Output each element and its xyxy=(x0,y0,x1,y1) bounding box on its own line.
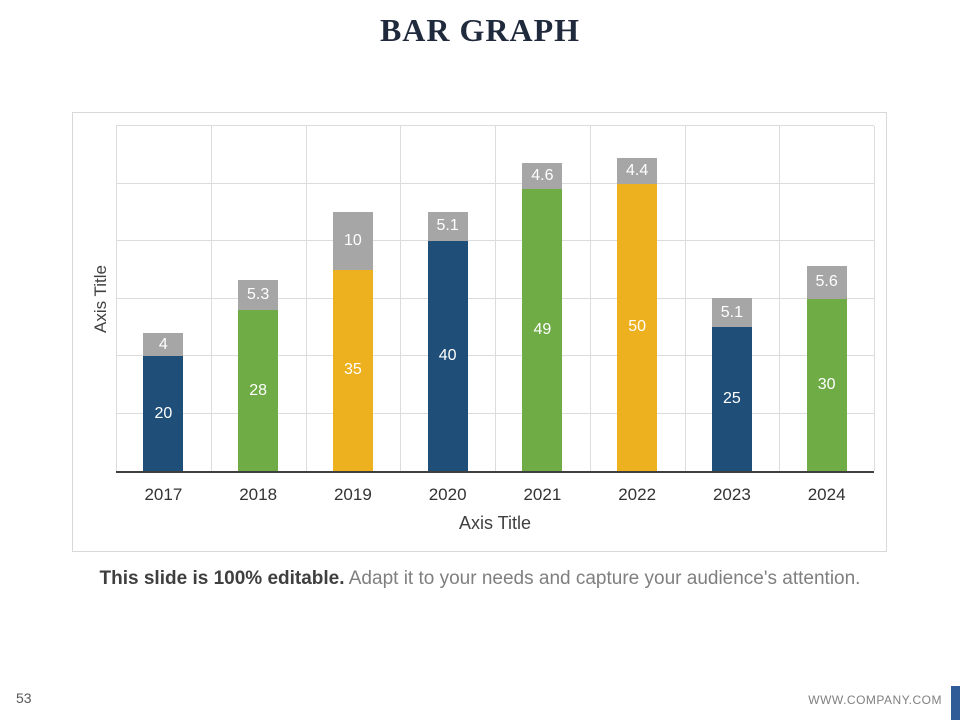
bar-segment-cap: 4.4 xyxy=(617,158,658,184)
accent-strip xyxy=(951,686,960,720)
gridline-vertical xyxy=(210,126,212,471)
stacked-bar: 10 35 xyxy=(332,126,373,471)
category-label: 2019 xyxy=(333,485,372,504)
bar-segment-base: 35 xyxy=(332,269,373,471)
bar-value-label: 40 xyxy=(438,347,457,364)
gridline-vertical xyxy=(495,126,496,471)
bar-slot: 4.6 49 xyxy=(495,126,590,471)
bar-segment-cap: 5.3 xyxy=(238,279,279,310)
stacked-bar: 4.6 49 xyxy=(522,126,563,471)
bar-segment-base: 49 xyxy=(522,189,563,471)
bar-segment-base: 50 xyxy=(617,183,658,471)
gridline-vertical xyxy=(779,126,781,471)
bar-value-label: 35 xyxy=(343,361,362,379)
chart-frame: Axis Title 4 20 5.3 28 10 35 5.1 40 4.6 49 4.4 50 5.… xyxy=(72,112,887,552)
category-label: 2017 xyxy=(144,485,183,504)
category-label: 2021 xyxy=(523,485,562,504)
bar-segment-base: 30 xyxy=(806,298,847,471)
bar-slot: 5.6 30 xyxy=(779,126,874,471)
website-url: WWW.COMPANY.COM xyxy=(808,693,942,707)
stacked-bar: 4.4 50 xyxy=(617,126,658,471)
gridline-vertical xyxy=(400,126,402,471)
bar-slot: 4 20 xyxy=(116,126,211,471)
bar-segment-cap: 4 xyxy=(143,333,184,356)
bar-segment-cap: 4.6 xyxy=(522,162,563,190)
bar-segment-cap: 5.1 xyxy=(427,211,468,241)
x-axis-labels: 2017 2018 2019 2020 2021 2022 2023 2024 xyxy=(116,485,874,509)
gridline-vertical xyxy=(874,126,875,471)
caption-rest: Adapt it to your needs and capture your … xyxy=(344,568,861,589)
category-label: 2022 xyxy=(618,485,657,504)
bar-value-label: 4 xyxy=(158,335,168,353)
stacked-bar: 5.1 40 xyxy=(427,126,468,471)
bar-value-label: 10 xyxy=(343,232,362,249)
plot-area: 4 20 5.3 28 10 35 5.1 40 4.6 49 4.4 50 5.1 25 5.6 30 xyxy=(116,125,875,473)
gridline-vertical xyxy=(684,126,686,471)
stacked-bar: 5.3 28 xyxy=(238,126,279,471)
y-axis-title: Axis Title xyxy=(91,264,110,334)
x-axis-title: Axis Title xyxy=(458,513,532,533)
stacked-bar: 5.6 30 xyxy=(806,126,847,471)
bar-value-label: 4.6 xyxy=(531,167,554,185)
bar-value-label: 4.4 xyxy=(626,161,649,179)
stacked-bar: 4 20 xyxy=(143,126,184,471)
bar-value-label: 49 xyxy=(533,321,552,339)
bar-value-label: 5.6 xyxy=(815,273,838,291)
bar-segment-base: 25 xyxy=(711,327,752,471)
bar-slot: 5.3 28 xyxy=(211,126,306,471)
bar-slot: 5.1 40 xyxy=(400,126,495,471)
bar-segment-cap: 5.6 xyxy=(806,266,847,299)
bar-slot: 10 35 xyxy=(306,126,401,471)
page-title: BAR GRAPH xyxy=(379,12,581,48)
category-label: 2018 xyxy=(239,485,278,504)
stacked-bar: 5.1 25 xyxy=(711,126,752,471)
bar-value-label: 5.1 xyxy=(720,303,743,321)
bar-segment-base: 28 xyxy=(238,310,279,471)
bar-slot: 5.1 25 xyxy=(685,126,780,471)
category-label: 2023 xyxy=(712,485,751,504)
bar-value-label: 30 xyxy=(817,375,836,393)
bar-value-label: 20 xyxy=(154,404,173,422)
page-number: 53 xyxy=(16,690,32,706)
bar-segment-base: 40 xyxy=(427,241,468,471)
bar-slot: 4.4 50 xyxy=(590,126,685,471)
gridline-vertical xyxy=(116,126,117,471)
caption: This slide is 100% editable. Adapt it to… xyxy=(0,568,960,590)
bar-segment-base: 20 xyxy=(143,356,184,471)
category-label: 2020 xyxy=(428,485,467,504)
category-label: 2024 xyxy=(807,485,846,504)
gridline-vertical xyxy=(305,126,307,471)
bar-value-label: 5.3 xyxy=(247,285,270,303)
gridline-vertical xyxy=(589,126,591,471)
gridline-horizontal xyxy=(116,125,874,126)
bar-segment-cap: 10 xyxy=(332,212,373,270)
bar-segment-cap: 5.1 xyxy=(711,297,752,328)
bar-value-label: 50 xyxy=(628,318,647,336)
bar-value-label: 28 xyxy=(249,381,268,399)
bar-value-label: 5.1 xyxy=(436,217,459,235)
bar-value-label: 25 xyxy=(722,390,741,408)
caption-bold: This slide is 100% editable. xyxy=(99,568,345,589)
